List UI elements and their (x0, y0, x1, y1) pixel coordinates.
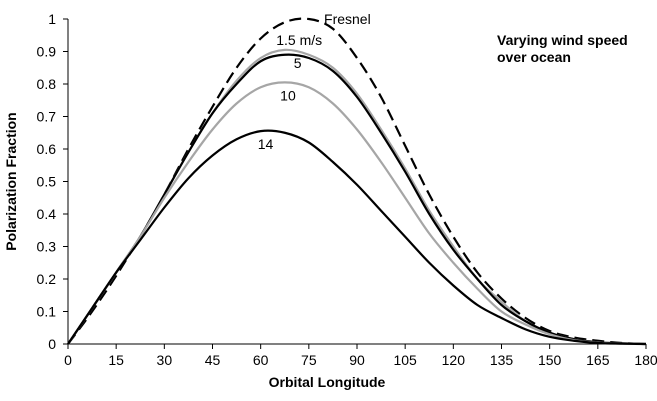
x-axis-title: Orbital Longitude (269, 374, 386, 390)
series-layer (67, 17, 647, 346)
y-tick-label: 0.5 (37, 174, 57, 190)
x-tick-label: 120 (442, 352, 466, 368)
y-tick-label: 1 (48, 11, 56, 27)
curve-label-0: Fresnel (324, 11, 371, 27)
y-tick-label: 0.7 (37, 109, 57, 125)
curve-label-3: 10 (280, 87, 296, 103)
x-tick-label: 30 (157, 352, 173, 368)
annotation-line-2: over ocean (497, 49, 571, 65)
x-tick-label: 90 (349, 352, 365, 368)
x-ticks: 0 15 30 45 60 75 90 105 120 135 150 165 180 (64, 344, 657, 368)
y-tick-label: 0.6 (37, 141, 57, 157)
curve-label-4: 14 (258, 136, 274, 152)
y-tick-label: 0 (48, 336, 56, 352)
y-axis-title: Polarization Fraction (3, 112, 19, 250)
x-tick-label: 150 (538, 352, 562, 368)
x-tick-label: 105 (393, 352, 417, 368)
y-tick-label: 0.1 (37, 304, 57, 320)
y-tick-label: 0.4 (37, 206, 57, 222)
x-tick-label: 135 (490, 352, 514, 368)
y-tick-label: 0.3 (37, 239, 57, 255)
x-tick-label: 0 (64, 352, 72, 368)
x-tick-label: 45 (205, 352, 221, 368)
x-tick-label: 75 (301, 352, 317, 368)
x-tick-label: 60 (253, 352, 269, 368)
series-line-4 (67, 129, 647, 346)
curve-label-1: 1.5 m/s (276, 32, 322, 48)
series-line-0 (67, 17, 647, 346)
series-line-2 (67, 53, 647, 346)
x-tick-label: 15 (108, 352, 124, 368)
annotation-line-1: Varying wind speed (497, 32, 628, 48)
y-tick-label: 0.9 (37, 44, 57, 60)
x-tick-label: 180 (634, 352, 657, 368)
series-line-3 (67, 81, 647, 346)
y-ticks: 0 0.1 0.2 0.3 0.4 0.5 0.6 0.7 0.8 0.9 1 (37, 11, 68, 352)
y-tick-label: 0.8 (37, 76, 57, 92)
axes (67, 19, 646, 345)
x-tick-label: 165 (586, 352, 610, 368)
y-tick-label: 0.2 (37, 271, 57, 287)
curve-label-2: 5 (294, 55, 302, 71)
series-line-1 (67, 48, 647, 346)
